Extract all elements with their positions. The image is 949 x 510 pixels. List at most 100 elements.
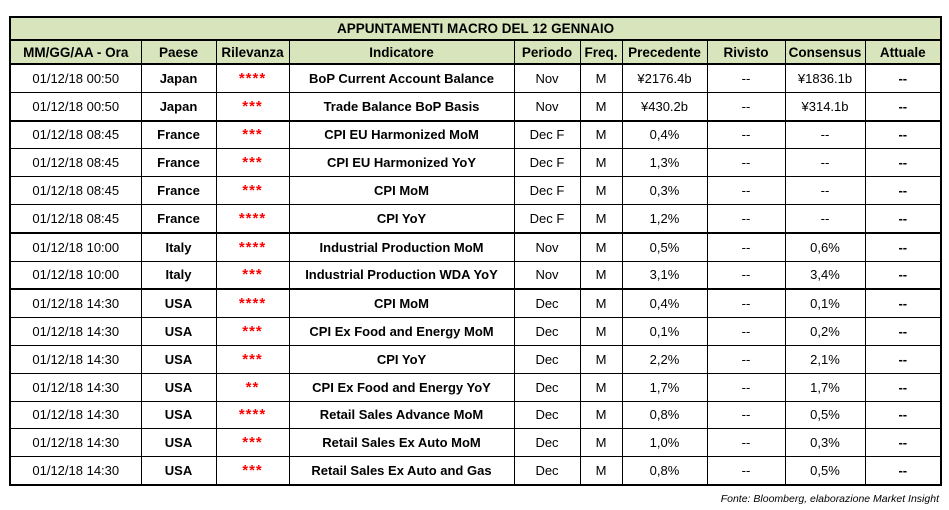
cell-frequency: M [579, 91, 623, 122]
macro-table: APPUNTAMENTI MACRO DEL 12 GENNAIO MM/GG/… [8, 16, 943, 486]
cell-consensus: 0,3% [784, 428, 866, 458]
cell-period: Dec [513, 288, 581, 319]
table-row: 01/12/18 14:30 USA *** Retail Sales Ex Auto… [9, 428, 943, 458]
header-country: Paese [140, 39, 217, 65]
cell-previous: 0,4% [621, 119, 708, 150]
header-consensus: Consensus [784, 39, 866, 65]
cell-previous: 0,5% [621, 231, 708, 262]
cell-revised: -- [706, 231, 786, 262]
cell-frequency: M [579, 317, 623, 346]
table-row: 01/12/18 14:30 USA **** Retail Sales Advanc… [9, 400, 943, 430]
header-row: MM/GG/AA - Ora Paese Rilevanza Indicator… [9, 39, 943, 65]
cell-country: Japan [140, 91, 217, 122]
cell-revised: -- [706, 203, 786, 234]
cell-period: Dec F [513, 148, 581, 178]
cell-revised: -- [706, 288, 786, 319]
cell-indicator: Industrial Production WDA YoY [288, 260, 515, 290]
table-title: APPUNTAMENTI MACRO DEL 12 GENNAIO [8, 16, 943, 41]
cell-date: 01/12/18 08:45 [9, 119, 142, 150]
cell-previous: ¥2176.4b [621, 63, 708, 93]
cell-indicator: Trade Balance BoP Basis [288, 91, 515, 122]
cell-country: USA [140, 456, 217, 486]
cell-country: France [140, 176, 217, 205]
cell-country: USA [140, 372, 217, 402]
cell-actual: -- [864, 456, 943, 486]
cell-indicator: Industrial Production MoM [288, 231, 515, 262]
cell-relevance: **** [215, 203, 290, 234]
cell-revised: -- [706, 344, 786, 374]
cell-revised: -- [706, 317, 786, 346]
table-row: 01/12/18 08:45 France *** CPI EU Harmonized… [9, 148, 943, 178]
header-previous: Precedente [621, 39, 708, 65]
cell-consensus: 0,5% [784, 400, 866, 430]
cell-revised: -- [706, 176, 786, 205]
cell-period: Dec [513, 428, 581, 458]
cell-consensus: 0,2% [784, 317, 866, 346]
header-date: MM/GG/AA - Ora [9, 39, 142, 65]
table-row: 01/12/18 14:30 USA *** Retail Sales Ex Auto… [9, 456, 943, 486]
cell-relevance: **** [215, 288, 290, 319]
cell-revised: -- [706, 456, 786, 486]
header-indicator: Indicatore [288, 39, 515, 65]
cell-frequency: M [579, 119, 623, 150]
cell-consensus: -- [784, 176, 866, 205]
cell-date: 01/12/18 14:30 [9, 372, 142, 402]
cell-period: Dec [513, 400, 581, 430]
cell-actual: -- [864, 176, 943, 205]
cell-period: Nov [513, 63, 581, 93]
cell-consensus: 0,1% [784, 288, 866, 319]
cell-date: 01/12/18 10:00 [9, 260, 142, 290]
cell-indicator: Retail Sales Advance MoM [288, 400, 515, 430]
cell-period: Nov [513, 91, 581, 122]
cell-actual: -- [864, 317, 943, 346]
table-row: 01/12/18 08:45 France *** CPI EU Harmonized… [9, 119, 943, 150]
cell-actual: -- [864, 119, 943, 150]
cell-relevance: *** [215, 344, 290, 374]
cell-period: Dec F [513, 176, 581, 205]
cell-actual: -- [864, 148, 943, 178]
cell-actual: -- [864, 63, 943, 93]
cell-period: Nov [513, 260, 581, 290]
cell-indicator: CPI MoM [288, 288, 515, 319]
table-row: 01/12/18 10:00 Italy **** Industrial Produc… [9, 231, 943, 262]
cell-indicator: CPI EU Harmonized MoM [288, 119, 515, 150]
cell-frequency: M [579, 231, 623, 262]
cell-consensus: 2,1% [784, 344, 866, 374]
cell-revised: -- [706, 428, 786, 458]
cell-frequency: M [579, 288, 623, 319]
cell-revised: -- [706, 119, 786, 150]
cell-date: 01/12/18 00:50 [9, 91, 142, 122]
cell-frequency: M [579, 372, 623, 402]
header-frequency: Freq. [579, 39, 623, 65]
cell-country: USA [140, 344, 217, 374]
cell-relevance: **** [215, 63, 290, 93]
cell-period: Dec F [513, 119, 581, 150]
cell-indicator: CPI Ex Food and Energy YoY [288, 372, 515, 402]
cell-previous: 1,0% [621, 428, 708, 458]
cell-actual: -- [864, 428, 943, 458]
cell-frequency: M [579, 176, 623, 205]
cell-relevance: *** [215, 91, 290, 122]
cell-relevance: ** [215, 372, 290, 402]
cell-frequency: M [579, 148, 623, 178]
cell-country: France [140, 203, 217, 234]
cell-country: USA [140, 428, 217, 458]
cell-revised: -- [706, 91, 786, 122]
cell-date: 01/12/18 14:30 [9, 400, 142, 430]
cell-frequency: M [579, 456, 623, 486]
cell-frequency: M [579, 428, 623, 458]
header-revised: Rivisto [706, 39, 786, 65]
cell-period: Dec [513, 344, 581, 374]
cell-actual: -- [864, 231, 943, 262]
table-row: 01/12/18 08:45 France *** CPI MoM Dec F M 0,3%… [9, 176, 943, 205]
cell-consensus: -- [784, 148, 866, 178]
cell-actual: -- [864, 91, 943, 122]
cell-indicator: CPI EU Harmonized YoY [288, 148, 515, 178]
cell-actual: -- [864, 344, 943, 374]
cell-country: France [140, 119, 217, 150]
cell-revised: -- [706, 400, 786, 430]
source-note: Fonte: Bloomberg, elaborazione Market In… [720, 493, 939, 505]
cell-date: 01/12/18 08:45 [9, 203, 142, 234]
cell-revised: -- [706, 63, 786, 93]
header-relevance: Rilevanza [215, 39, 290, 65]
